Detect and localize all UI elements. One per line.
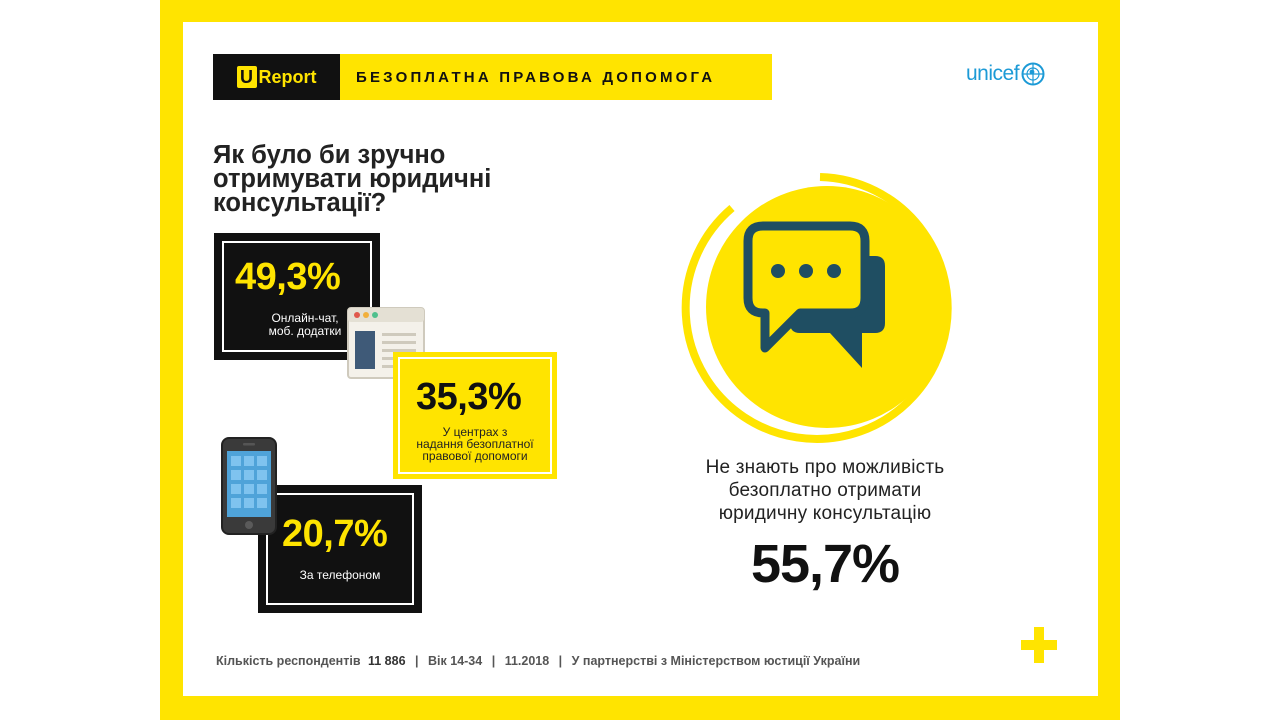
awareness-line-3: юридичну консультацію [718,503,932,524]
footer-respondents-value: 11 886 [368,654,406,668]
option-label-centers-3: правової допомоги [422,449,528,463]
option-card-centers [393,352,557,479]
footer-separator: | [415,654,419,668]
chat-bubbles-icon [681,173,952,443]
awareness-percent: 55,7% [750,534,900,594]
footer-separator: | [491,654,496,668]
option-percent-online: 49,3% [235,256,341,298]
unicef-wordmark: unicef [966,62,1020,85]
option-label-online-2: моб. додатки [268,324,342,338]
option-percent-centers: 35,3% [416,376,522,418]
footer-separator: | [558,654,563,668]
option-label-centers-2: надання безоплатної [416,437,534,451]
ureport-logo-word: Report [258,66,317,87]
awareness-text: Не знають про можливість безоплатно отри… [660,456,990,525]
survey-question: Як було би зручно отримувати юридичні ко… [213,141,492,217]
awareness-line-2: безоплатно отримати [728,480,922,501]
option-label-centers-1: У центрах з [442,425,508,439]
option-card-phone [258,485,422,613]
plus-icon [1021,627,1057,663]
unicef-globe-icon [1021,62,1045,86]
option-label-online-1: Онлайн-чат, [271,311,339,325]
ureport-logo: U Report [213,54,340,100]
footer-respondents-label: Кількість респондентів [216,654,361,668]
page-title: БЕЗОПЛАТНА ПРАВОВА ДОПОМОГА [356,68,716,86]
footer-date: 11.2018 [504,654,550,668]
option-label-phone: За телефоном [299,568,381,582]
unicef-logo: unicef [966,62,1045,86]
awareness-line-1: Не знають про можливість [705,457,945,478]
ureport-logo-u: U [236,66,257,88]
title-bar: БЕЗОПЛАТНА ПРАВОВА ДОПОМОГА [340,54,772,100]
option-percent-phone: 20,7% [282,513,388,555]
footer-partnership: У партнерстві з Міністерством юстиції Ук… [571,654,861,668]
smartphone-icon [221,437,277,535]
footer-age: Вік 14-34 [428,654,483,668]
footer: Кількість респондентів 11 886 | Вік 14-3… [216,654,860,668]
